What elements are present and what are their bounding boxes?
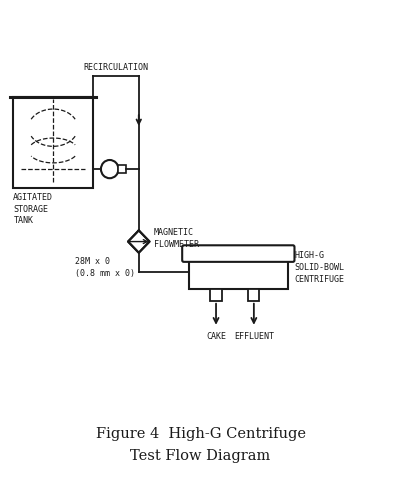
Bar xyxy=(13,97,93,188)
Text: HIGH-G
SOLID-BOWL
CENTRIFUGE: HIGH-G SOLID-BOWL CENTRIFUGE xyxy=(294,251,344,284)
Text: MAGNETIC
FLOWMETER: MAGNETIC FLOWMETER xyxy=(154,228,199,249)
Text: Figure 4  High-G Centrifuge: Figure 4 High-G Centrifuge xyxy=(95,427,306,441)
Bar xyxy=(211,289,222,301)
Circle shape xyxy=(101,160,118,178)
Bar xyxy=(118,165,126,173)
Text: EFFLUENT: EFFLUENT xyxy=(234,332,274,341)
Bar xyxy=(248,289,259,301)
Text: 28M x 0
(0.8 mm x 0): 28M x 0 (0.8 mm x 0) xyxy=(75,257,135,277)
Polygon shape xyxy=(128,230,150,253)
Bar xyxy=(188,258,288,289)
Text: RECIRCULATION: RECIRCULATION xyxy=(83,63,148,72)
Text: AGITATED
STORAGE
TANK: AGITATED STORAGE TANK xyxy=(13,193,53,225)
FancyBboxPatch shape xyxy=(182,245,294,262)
Text: CAKE: CAKE xyxy=(206,332,226,341)
Text: Test Flow Diagram: Test Flow Diagram xyxy=(130,449,271,463)
